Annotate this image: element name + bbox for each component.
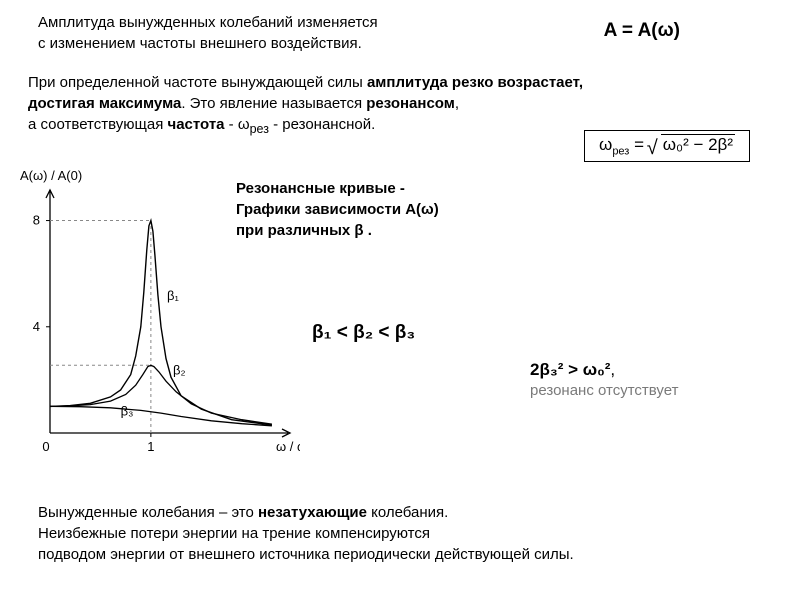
intro-paragraph: Амплитуда вынужденных колебаний изменяет… xyxy=(38,12,458,54)
svg-text:β₁: β₁ xyxy=(167,288,179,303)
p1-t5: резонансом xyxy=(366,95,455,112)
p1-t8: частота xyxy=(167,116,224,133)
resonance-frequency-formula: ωрез = √ ω₀² − 2β² xyxy=(584,130,750,162)
chart-ylabel: A(ω) / A(0) xyxy=(20,168,82,183)
resonance-paragraph: При определенной частоте вынуждающей сил… xyxy=(28,72,768,139)
formula-root: ω₀² − 2β² xyxy=(661,134,735,154)
svg-text:4: 4 xyxy=(33,319,40,334)
p1-t4: . Это явление называется xyxy=(181,95,366,112)
p1-t2: амплитуда резко возрастает, xyxy=(367,74,583,91)
bot-l1c: колебания. xyxy=(367,504,448,521)
svg-text:β₃: β₃ xyxy=(121,404,134,419)
cap-l2: Графики зависимости A(ω) xyxy=(236,201,439,218)
p1-t7: а соответствующая xyxy=(28,116,167,133)
p1-t3: достигая максимума xyxy=(28,95,181,112)
formula-lhs: ω xyxy=(599,135,612,154)
p1-t6: , xyxy=(455,95,459,112)
svg-text:ω / ω₀: ω / ω₀ xyxy=(276,439,300,454)
p1-t9: - ω xyxy=(225,116,250,133)
resonance-absence: 2β₃² > ω₀², резонанс отсутствует xyxy=(530,360,678,400)
bot-l3: подводом энергии от внешнего источника п… xyxy=(38,546,574,563)
cap-l1: Резонансные кривые - xyxy=(236,180,405,197)
beta-inequality: β₁ < β₂ < β₃ xyxy=(312,322,415,344)
intro-line2: с изменением частоты внешнего воздействи… xyxy=(38,35,362,52)
svg-text:8: 8 xyxy=(33,213,40,228)
svg-text:β₂: β₂ xyxy=(173,363,186,378)
p1-t1: При определенной частоте вынуждающей сил… xyxy=(28,74,367,91)
p1-t10: - резонансной. xyxy=(269,116,375,133)
res-cond-sub: резонанс отсутствует xyxy=(530,382,678,399)
cap-l3: при различных β . xyxy=(236,222,372,239)
svg-text:1: 1 xyxy=(147,439,154,454)
svg-text:0: 0 xyxy=(42,439,49,454)
p1-t9sub: рез xyxy=(250,122,269,136)
bot-l2: Неизбежные потери энергии на трение комп… xyxy=(38,525,430,542)
bot-l1a: Вынужденные колебания – это xyxy=(38,504,258,521)
curves-caption: Резонансные кривые - Графики зависимости… xyxy=(236,178,439,241)
bot-l1b: незатухающие xyxy=(258,504,367,521)
intro-line1: Амплитуда вынужденных колебаний изменяет… xyxy=(38,14,378,31)
res-cond-lhs: 2β₃² > ω₀² xyxy=(530,360,610,379)
formula-lhs-sub: рез xyxy=(612,145,629,157)
bottom-paragraph: Вынужденные колебания – это незатухающие… xyxy=(38,502,758,565)
res-cond-comma: , xyxy=(610,360,615,379)
eq-amplitude: A = A(ω) xyxy=(604,20,680,42)
